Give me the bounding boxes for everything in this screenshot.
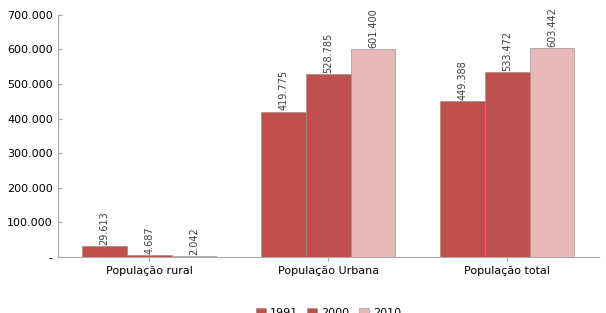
Text: 533.472: 533.472: [502, 31, 512, 71]
Bar: [440, 101, 485, 257]
Bar: [127, 255, 171, 257]
Text: 528.785: 528.785: [324, 33, 333, 73]
Text: 419.775: 419.775: [279, 70, 288, 110]
Text: 29.613: 29.613: [99, 211, 110, 245]
Bar: [485, 72, 530, 257]
Bar: [306, 74, 351, 257]
Bar: [530, 48, 574, 257]
Bar: [261, 112, 306, 257]
Text: 4.687: 4.687: [144, 226, 155, 254]
Bar: [82, 246, 127, 257]
Text: 2.042: 2.042: [189, 227, 199, 254]
Legend: 1991, 2000, 2010: 1991, 2000, 2010: [251, 303, 405, 313]
Bar: [351, 49, 396, 257]
Text: 449.388: 449.388: [458, 60, 468, 100]
Text: 601.400: 601.400: [368, 8, 378, 48]
Bar: [171, 256, 216, 257]
Text: 603.442: 603.442: [547, 7, 557, 47]
